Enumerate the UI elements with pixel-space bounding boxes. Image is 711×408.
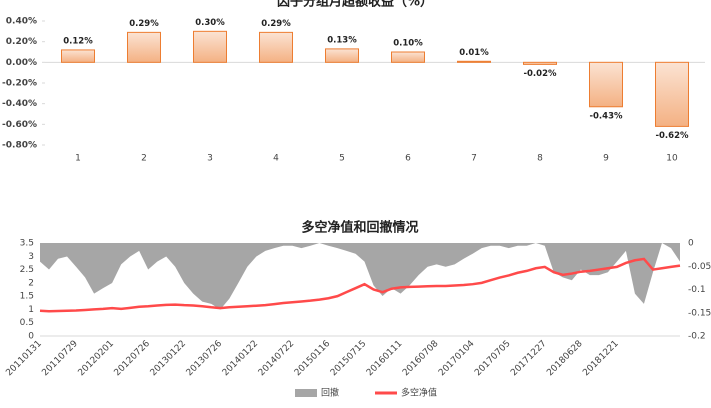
- x-tick-label: 20150116: [293, 339, 333, 379]
- bar: [523, 61, 557, 65]
- data-label: 0.10%: [393, 39, 423, 49]
- y-tick-label: 0.5: [20, 318, 34, 328]
- x-tick-label: 20160111: [365, 339, 404, 378]
- y2-tick-label: -0.1: [688, 285, 706, 295]
- y-tick-label: 0.00%: [6, 58, 37, 68]
- x-tick-label: 20140122: [221, 339, 260, 378]
- data-label: 0.13%: [327, 35, 357, 45]
- x-tick-label: 20120726: [113, 339, 153, 379]
- y-tick-label: 2: [28, 278, 34, 288]
- x-tick-label: 20170705: [473, 339, 512, 378]
- data-label: 0.01%: [459, 48, 489, 58]
- y-tick-label: -0.80%: [2, 141, 37, 151]
- y-tick-label: 0.40%: [6, 17, 37, 27]
- y2-tick-label: 0: [688, 239, 694, 249]
- y-tick-label: 1.5: [20, 292, 34, 302]
- y-tick-label: -0.40%: [2, 99, 37, 109]
- bar: [655, 61, 689, 127]
- bar: [589, 61, 623, 108]
- bar: [325, 48, 359, 63]
- x-tick-label: 20140722: [257, 339, 296, 378]
- x-tick-label: 20170104: [437, 339, 477, 379]
- data-label: 0.29%: [261, 19, 291, 29]
- bar: [391, 51, 425, 63]
- data-label: 0.29%: [129, 19, 159, 29]
- x-tick-label: 20181221: [581, 339, 620, 378]
- y2-tick-label: -0.15: [688, 308, 711, 318]
- bar: [61, 49, 95, 63]
- data-label: 0.12%: [63, 36, 93, 46]
- y-tick-label: -0.20%: [2, 79, 37, 89]
- x-tick-label: 2: [141, 154, 147, 164]
- legend-label: 回撤: [321, 387, 339, 399]
- chart-title: 多空净值和回撤情况: [301, 220, 418, 236]
- y-tick-label: 3: [28, 252, 34, 262]
- x-tick-label: 6: [405, 154, 411, 164]
- drawdown-area: [40, 243, 680, 310]
- y-tick-label: 0: [28, 332, 34, 342]
- data-label: -0.02%: [523, 69, 556, 79]
- legend-label: 多空净值: [401, 387, 437, 399]
- x-tick-label: 3: [207, 154, 213, 164]
- x-tick-label: 4: [273, 154, 279, 164]
- x-tick-label: 20180628: [545, 339, 585, 379]
- x-tick-label: 9: [603, 154, 609, 164]
- x-tick-label: 5: [339, 154, 345, 164]
- bar: [193, 30, 227, 63]
- net-value-line: [39, 257, 681, 313]
- x-tick-label: 8: [537, 154, 543, 164]
- x-tick-label: 1: [75, 154, 81, 164]
- legend-swatch: [295, 389, 317, 397]
- x-tick-label: 20171227: [509, 339, 548, 378]
- y2-tick-label: -0.2: [688, 332, 706, 342]
- x-tick-label: 7: [471, 154, 477, 164]
- y-tick-label: 1: [28, 305, 34, 315]
- data-label: 0.30%: [195, 18, 225, 28]
- x-tick-label: 10: [666, 154, 678, 164]
- x-tick-label: 20110729: [40, 339, 80, 379]
- x-tick-label: 20160708: [401, 339, 441, 379]
- chart-title: 因子分组月超额收益（%）: [277, 0, 433, 10]
- bar: [127, 31, 161, 63]
- y2-tick-label: -0.05: [688, 262, 711, 272]
- y-tick-label: 3.5: [20, 239, 34, 249]
- y-tick-label: 2.5: [20, 265, 34, 275]
- x-tick-label: 20110131: [4, 339, 43, 378]
- data-label: -0.43%: [589, 111, 622, 121]
- x-tick-label: 20150715: [329, 339, 368, 378]
- bar: [457, 60, 491, 63]
- x-tick-label: 20120201: [77, 339, 116, 378]
- x-tick-label: 20130122: [149, 339, 188, 378]
- bar: [259, 31, 293, 63]
- y-tick-label: -0.60%: [2, 120, 37, 130]
- data-label: -0.62%: [655, 131, 688, 141]
- y-tick-label: 0.20%: [6, 37, 37, 47]
- x-tick-label: 20130726: [185, 339, 225, 379]
